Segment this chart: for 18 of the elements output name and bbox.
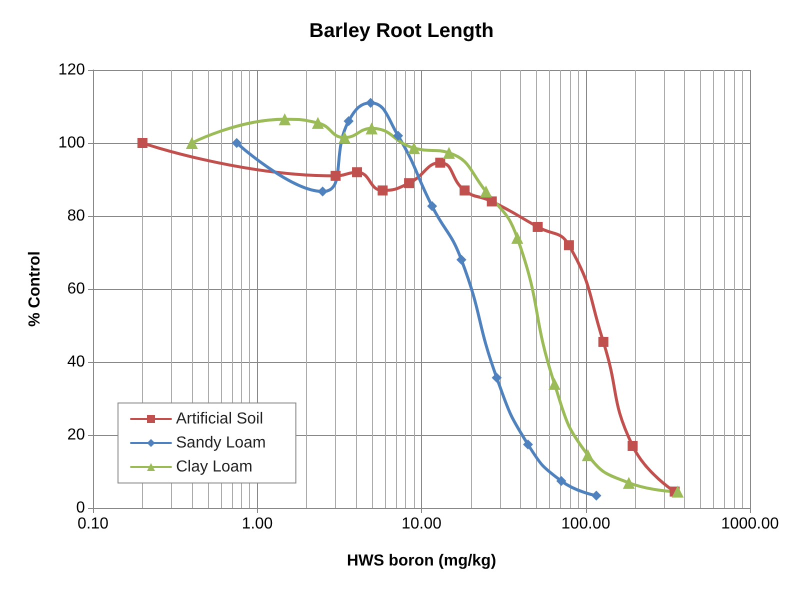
legend-label: Artificial Soil [176,410,264,428]
legend-label: Sandy Loam [176,434,266,452]
chart-title: Barley Root Length [309,20,494,42]
y-tick-label: 120 [58,62,86,78]
x-tick-label: 10.00 [401,516,442,532]
x-tick-label: 1.00 [242,516,273,532]
y-tick-label: 20 [67,426,86,444]
x-axis-title: HWS boron (mg/kg) [346,552,496,570]
y-axis-title: % Control [26,251,44,327]
y-tick-label: 0 [76,500,86,516]
x-tick-label: 1000.00 [721,516,780,532]
legend-label: Clay Loam [176,458,252,476]
x-tick-label: 100.00 [561,516,610,532]
y-tick-label: 60 [67,280,86,298]
y-tick-label: 100 [58,134,86,152]
x-tick-label: 0.10 [77,516,109,532]
y-tick-label: 40 [67,354,86,370]
y-tick-label: 80 [67,208,86,224]
